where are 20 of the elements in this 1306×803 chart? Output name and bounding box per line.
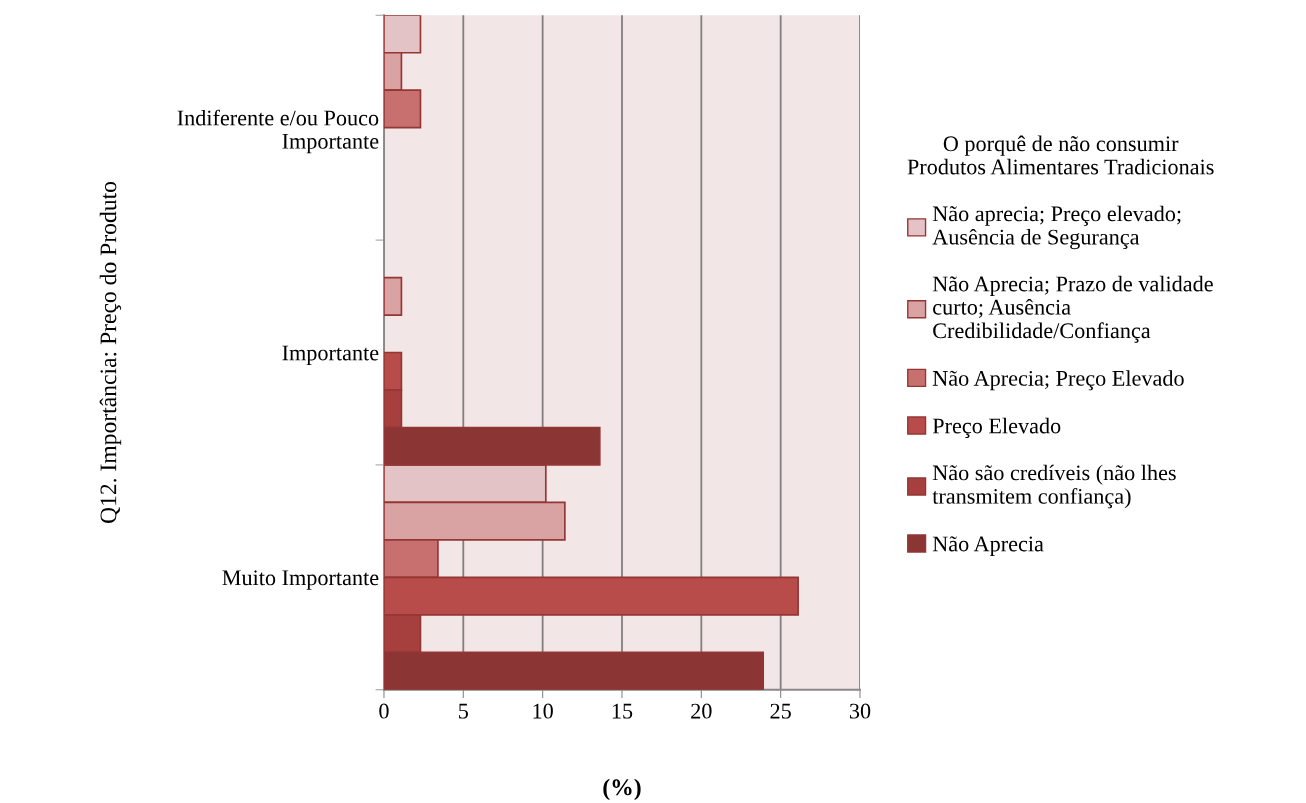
legend-label: Preço Elevado [932, 417, 1061, 438]
x-axis-title: (%) [603, 778, 641, 801]
x-tick-label: 25 [770, 703, 791, 719]
legend-label: Não aprecia; Preço elevado; Ausência de Segurança [932, 205, 1181, 250]
x-tick-label: 5 [459, 703, 468, 719]
x-tick-label: 20 [691, 703, 712, 719]
x-tick-label: 30 [849, 703, 871, 719]
legend-label: Não Aprecia; Preço Elevado [932, 370, 1184, 391]
x-tick-label: 10 [533, 703, 553, 719]
legend-label: Não Aprecia; Prazo de validade curto; Ausência Credibilidade/Confiança [932, 275, 1213, 343]
bar [383, 276, 403, 316]
x-tick-label: 15 [612, 703, 633, 719]
y-tick-label: Importante [282, 345, 379, 365]
x-tick-label: 0 [379, 703, 389, 719]
y-axis-title: Q12. Importância: Preço do Produto [99, 181, 122, 524]
legend-title: O porquê de não consumir Produtos Alimentares Tradicionais [907, 135, 1214, 175]
legend-label: Não são credíveis (não lhes transmitem confiança) [932, 464, 1176, 509]
y-tick-label: Muito Importante [222, 570, 379, 590]
legend-label: Não Aprecia [932, 536, 1044, 556]
y-tick-label: Indiferente e/ou Pouco Importante [177, 109, 379, 154]
